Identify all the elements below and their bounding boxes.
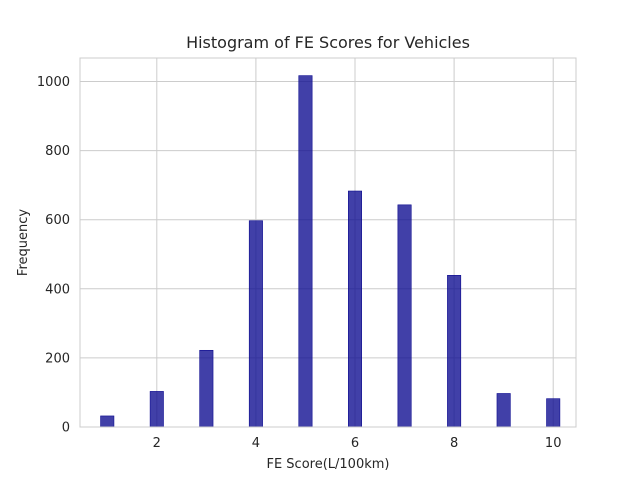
y-tick-label: 0 [62, 421, 70, 436]
histogram-bar [149, 391, 164, 428]
x-tick-label: 10 [545, 436, 562, 451]
y-tick-label: 800 [45, 144, 70, 159]
histogram-bar [248, 220, 263, 428]
chart-title: Histogram of FE Scores for Vehicles [186, 33, 470, 52]
grid [80, 58, 576, 428]
x-tick-label: 2 [153, 436, 161, 451]
y-tick-label: 200 [45, 351, 70, 366]
histogram-bar [348, 190, 362, 428]
plot-area-frame [79, 57, 577, 428]
x-tick-label: 6 [351, 436, 359, 451]
y-tick-label: 1000 [37, 75, 70, 90]
histogram-bar [100, 415, 115, 428]
x-tick-label: 4 [252, 436, 260, 451]
y-tick-label: 600 [45, 213, 70, 228]
x-tick-label: 8 [450, 436, 458, 451]
histogram-bar [496, 393, 511, 428]
bars [100, 75, 561, 428]
y-tick-labels: 0 200 400 600 800 1000 [37, 75, 70, 436]
histogram-bar [447, 275, 462, 428]
x-axis-label: FE Score(L/100km) [266, 457, 389, 472]
y-tick-label: 400 [45, 282, 70, 297]
x-tick-labels: 2 4 6 8 10 [153, 436, 562, 451]
y-axis-label: Frequency [16, 209, 31, 276]
histogram-bar [546, 398, 561, 428]
histogram-bar [298, 75, 313, 428]
histogram-bar [199, 349, 214, 428]
histogram-bar [397, 204, 412, 428]
